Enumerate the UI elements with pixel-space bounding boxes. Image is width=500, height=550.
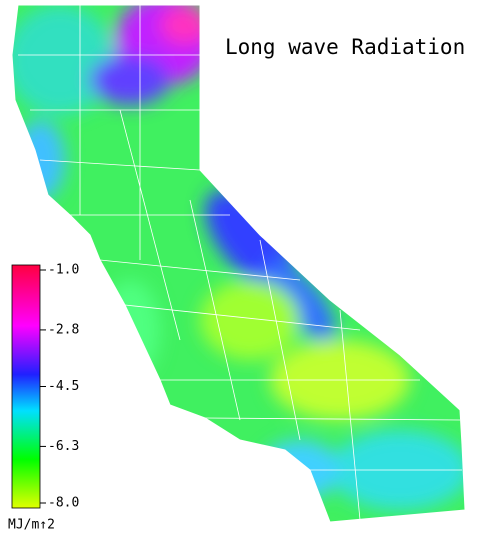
state-outline	[11, 4, 466, 523]
colorbar-tick-label: -2.8	[48, 322, 79, 337]
colorbar-tick-label: -6.3	[48, 439, 79, 454]
colorbar-tick-label: -4.5	[48, 379, 79, 394]
colorbar-tick-label: -1.0	[48, 263, 79, 278]
colorbar	[11, 264, 41, 509]
map-title: Long wave Radiation	[225, 35, 465, 59]
colorbar-unit: MJ/m↑2	[8, 518, 55, 533]
colorbar-ticks: -1.0 -2.8 -4.5 -6.3 -8.0	[40, 263, 79, 511]
colorbar-tick-label: -8.0	[48, 496, 79, 511]
